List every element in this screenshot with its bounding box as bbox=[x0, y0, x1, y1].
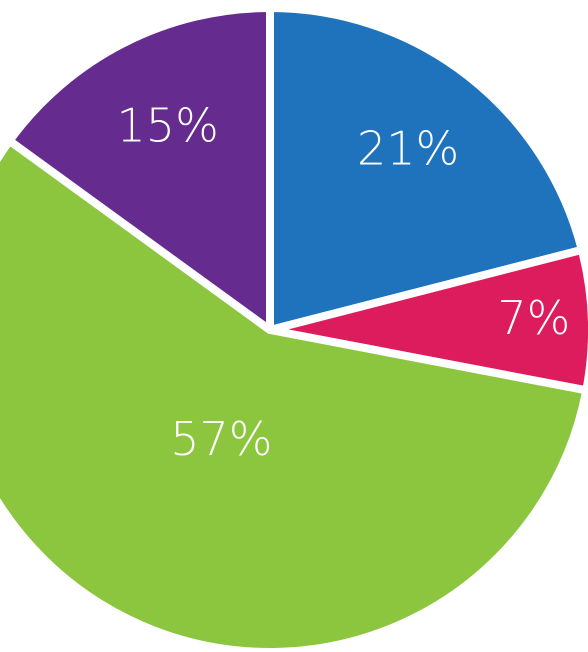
data-label: 57% bbox=[170, 412, 272, 466]
data-label: 7% bbox=[497, 291, 570, 345]
data-label: 15% bbox=[117, 99, 219, 153]
chart: 21% 7% 57% 15% bbox=[0, 0, 588, 652]
data-label: 21% bbox=[357, 121, 459, 175]
